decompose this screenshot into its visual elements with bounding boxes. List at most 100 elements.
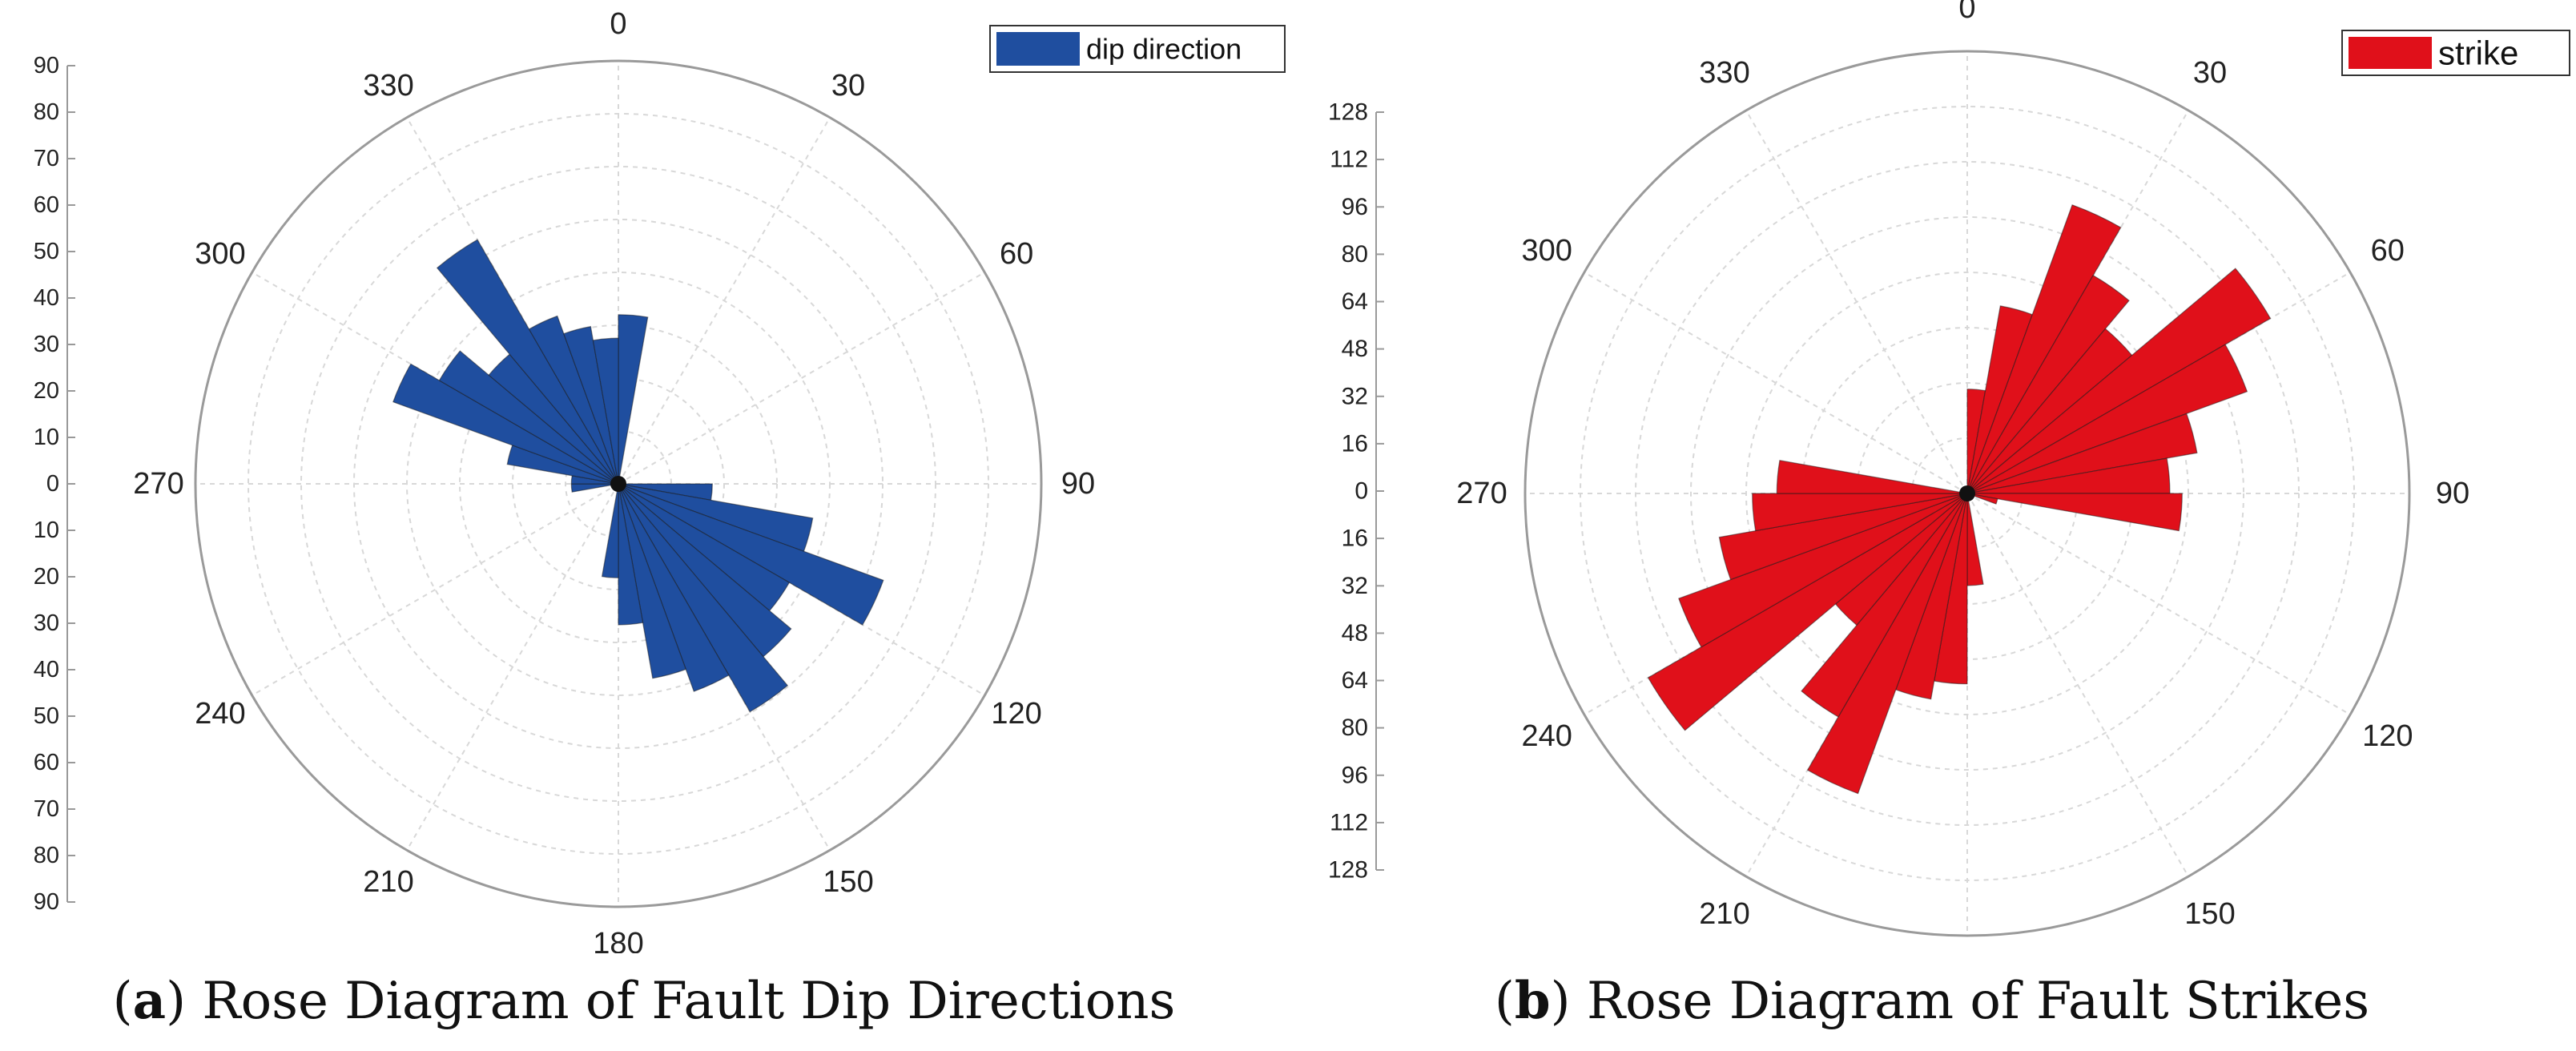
radial-tick-label: 48 xyxy=(1342,620,1368,646)
radial-tick-label: 40 xyxy=(34,657,59,683)
rose-petal xyxy=(528,315,619,485)
angle-tick-label: 210 xyxy=(1699,897,1749,931)
rose-petal xyxy=(618,483,789,713)
grid-spoke xyxy=(1966,272,2351,494)
radial-tick-label: 70 xyxy=(34,796,59,822)
radial-tick-label: 80 xyxy=(1342,715,1368,741)
rose-petal xyxy=(601,483,619,578)
angle-tick-label: 330 xyxy=(363,69,413,103)
angle-tick-label: 0 xyxy=(610,7,626,41)
radial-tick-label: 80 xyxy=(34,843,59,868)
angle-tick-label: 210 xyxy=(363,865,413,899)
rose-petal xyxy=(392,363,619,485)
rose-petal xyxy=(1966,493,1984,586)
radial-tick-label: 96 xyxy=(1342,194,1368,220)
rose-petal xyxy=(438,350,619,485)
radial-tick-label: 16 xyxy=(1342,430,1368,457)
radial-tick-label: 32 xyxy=(1342,573,1368,599)
radial-tick-label: 80 xyxy=(1342,241,1368,268)
rose-petal xyxy=(618,483,687,679)
radial-tick-label: 16 xyxy=(1342,526,1368,552)
radial-tick-label: 64 xyxy=(1342,288,1368,315)
radial-tick-label: 0 xyxy=(1354,478,1368,505)
caption-a: (a) Rose Diagram of Fault Dip Directions xyxy=(112,971,1176,1031)
rose-petal xyxy=(1966,344,2248,494)
angle-tick-label: 240 xyxy=(195,697,245,731)
rose-petal xyxy=(1776,460,1968,494)
angle-tick-label: 300 xyxy=(195,237,245,271)
rose-petal xyxy=(618,483,884,626)
rose-petal xyxy=(1752,493,1968,532)
rose-chart-dip-direction: 0 30 60 90 120 150 180 210 240 270 300 330 90 80 70 60 5… xyxy=(34,7,1286,953)
radial-tick-label: 50 xyxy=(34,239,59,264)
grid-spoke xyxy=(618,272,985,485)
radial-tick-label: 112 xyxy=(1330,809,1368,836)
angle-tick-label: 270 xyxy=(133,467,183,501)
grid-ring xyxy=(1690,216,2244,771)
grid-spoke xyxy=(406,483,619,851)
radial-tick-label: 70 xyxy=(34,146,59,171)
angle-tick-label: 60 xyxy=(2371,234,2405,268)
radial-tick-label: 90 xyxy=(34,53,59,79)
radial-tick-label: 90 xyxy=(34,889,59,915)
rose-petal xyxy=(563,325,619,485)
caption-b-text: Rose Diagram of Fault Strikes xyxy=(1586,972,2370,1031)
rose-petal xyxy=(592,337,619,485)
radial-tick-label: 32 xyxy=(1342,383,1368,409)
rose-petal xyxy=(1966,268,2272,494)
caption-b-label: b xyxy=(1514,971,1551,1031)
radial-tick-label: 20 xyxy=(34,378,59,404)
caption-b: (b) Rose Diagram of Fault Strikes xyxy=(1494,971,2370,1031)
angle-tick-label: 300 xyxy=(1521,234,1572,268)
radial-tick-label: 96 xyxy=(1342,762,1368,788)
grid-spoke xyxy=(1966,110,2189,494)
rose-petal xyxy=(1966,274,2130,494)
angle-tick-label: 30 xyxy=(831,69,865,103)
caption-a-text: Rose Diagram of Fault Dip Directions xyxy=(202,972,1176,1031)
rose-petal xyxy=(1966,204,2122,494)
grid-spoke xyxy=(1966,493,2351,715)
angle-tick-label: 0 xyxy=(1958,0,1975,25)
rose-petal xyxy=(1678,493,1968,648)
angle-tick-label: 60 xyxy=(1000,237,1033,271)
rose-petal xyxy=(1806,493,1968,795)
center-marker xyxy=(1959,485,1975,501)
angle-tick-label: 90 xyxy=(1061,467,1095,501)
grid-spoke xyxy=(252,483,619,696)
legend-label: dip direction xyxy=(1086,33,1242,66)
radial-tick-label: 48 xyxy=(1342,336,1368,362)
rose-petal xyxy=(1647,493,1968,731)
rose-petal xyxy=(1966,493,1998,505)
grid-spoke xyxy=(1966,493,2189,877)
rose-petal xyxy=(618,483,644,626)
radial-tick-label: 80 xyxy=(34,99,59,125)
legend-swatch xyxy=(996,32,1080,66)
rose-petal xyxy=(1966,413,2198,494)
rose-petal xyxy=(1801,493,1968,718)
angle-tick-label: 240 xyxy=(1521,719,1572,753)
center-marker xyxy=(610,476,626,492)
rose-petal xyxy=(1718,493,1968,581)
rose-chart-strike: 0306090120150180210240270300330128112968… xyxy=(1328,0,2570,937)
radial-tick-label: 20 xyxy=(34,564,59,590)
angle-tick-label: 30 xyxy=(2193,56,2227,90)
radial-tick-label: 30 xyxy=(34,332,59,357)
grid-spoke xyxy=(1584,272,1968,494)
legend: dip direction xyxy=(989,25,1286,73)
angle-tick-label: 120 xyxy=(991,697,1041,731)
grid-spoke xyxy=(1745,493,1968,877)
radial-tick-label: 112 xyxy=(1330,147,1368,173)
radial-tick-label: 128 xyxy=(1328,857,1368,884)
angle-tick-label: 120 xyxy=(2362,719,2413,753)
legend: strike xyxy=(2341,30,2570,76)
rose-petal xyxy=(618,314,649,485)
outer-circle xyxy=(194,59,1043,908)
angle-tick-label: 180 xyxy=(593,927,643,953)
radial-tick-label: 40 xyxy=(34,285,59,311)
angle-tick-label: 150 xyxy=(2184,897,2235,931)
legend-label: strike xyxy=(2438,34,2518,72)
radial-tick-label: 60 xyxy=(34,750,59,775)
angle-tick-label: 150 xyxy=(823,865,873,899)
radial-tick-label: 30 xyxy=(34,610,59,636)
